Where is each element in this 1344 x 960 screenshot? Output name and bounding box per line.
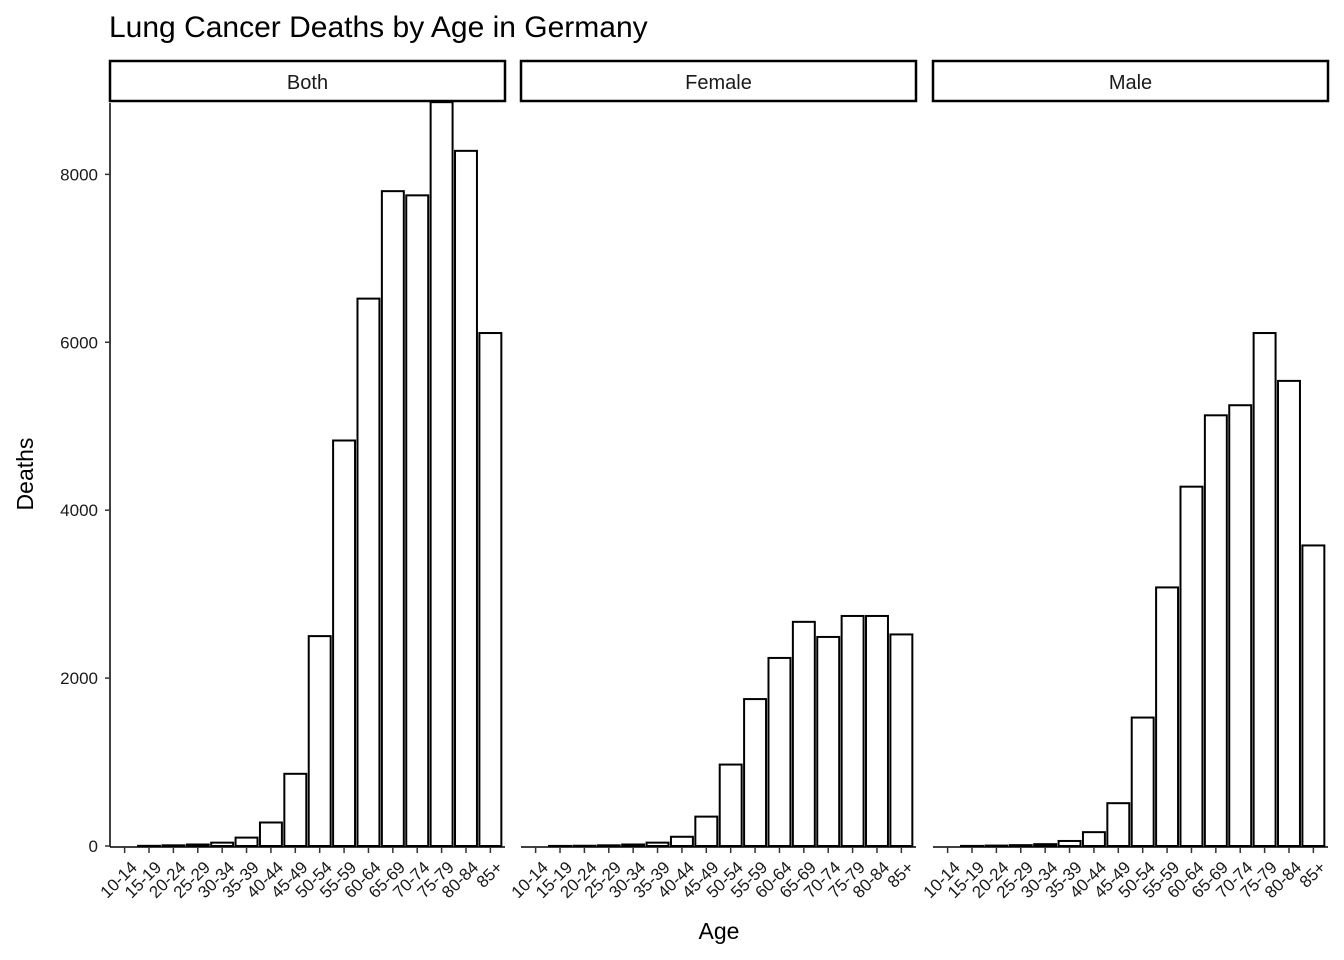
bar [380,190,405,848]
bar [816,635,841,847]
bar [840,614,865,848]
bar [669,835,694,847]
y-tick-label: 8000 [60,165,98,184]
bar [332,439,357,847]
bar [283,772,308,848]
bar [1008,844,1033,848]
x-tick-label: 85+ [1296,858,1330,892]
bar [1277,379,1301,847]
bar [743,698,768,847]
y-tick-label: 6000 [60,333,98,352]
bar [1130,716,1155,847]
x-tick-label: 85+ [884,858,918,892]
strip-box [108,59,507,103]
bar [210,841,235,847]
bar [1081,831,1106,848]
strip-label: Both [287,72,328,94]
bar [478,332,503,848]
y-axis: 0 2000 4000 6000 8000 [60,103,111,856]
facet-panels: Both10-1415-1920-2425-2930-3435-3940-444… [97,59,1330,902]
bar [1179,485,1204,847]
bar [1057,839,1082,847]
strip-label: Male [1109,72,1152,94]
bar [621,843,646,848]
chart-title: Lung Cancer Deaths by Age in Germany [109,11,648,44]
bar [791,620,816,848]
bar [405,194,430,847]
bar [1033,843,1058,848]
bar [1228,404,1253,847]
bar [1203,414,1228,847]
x-axis-title: Age [699,918,740,944]
bar [161,844,186,848]
bar [356,297,381,847]
bar [1252,332,1277,848]
bar [645,841,670,847]
bar [1155,586,1180,847]
strip-box [519,59,918,103]
strip-label: Female [685,72,752,94]
bar [454,149,478,847]
panel-both: Both10-1415-1920-2425-2930-3435-3940-444… [97,59,507,902]
bar [185,843,210,848]
y-axis-title: Deaths [12,438,38,511]
bar [865,614,889,848]
bar [596,844,621,848]
bar [234,836,259,847]
bar [307,635,332,847]
strip-box [931,59,1330,103]
bar [889,633,914,847]
panel-female: Female10-1415-1920-2425-2930-3435-3940-4… [508,59,918,902]
y-tick-label: 2000 [60,669,98,688]
bar [694,815,719,848]
bar [429,101,454,847]
y-tick-label: 0 [89,837,98,856]
y-tick-label: 4000 [60,501,98,520]
bar [718,763,743,847]
bar [1301,544,1326,848]
x-tick-label: 85+ [473,858,507,892]
bar [767,656,792,847]
bar [258,821,283,848]
bar [1106,802,1131,847]
panel-male: Male10-1415-1920-2425-2930-3435-3940-444… [920,59,1330,902]
